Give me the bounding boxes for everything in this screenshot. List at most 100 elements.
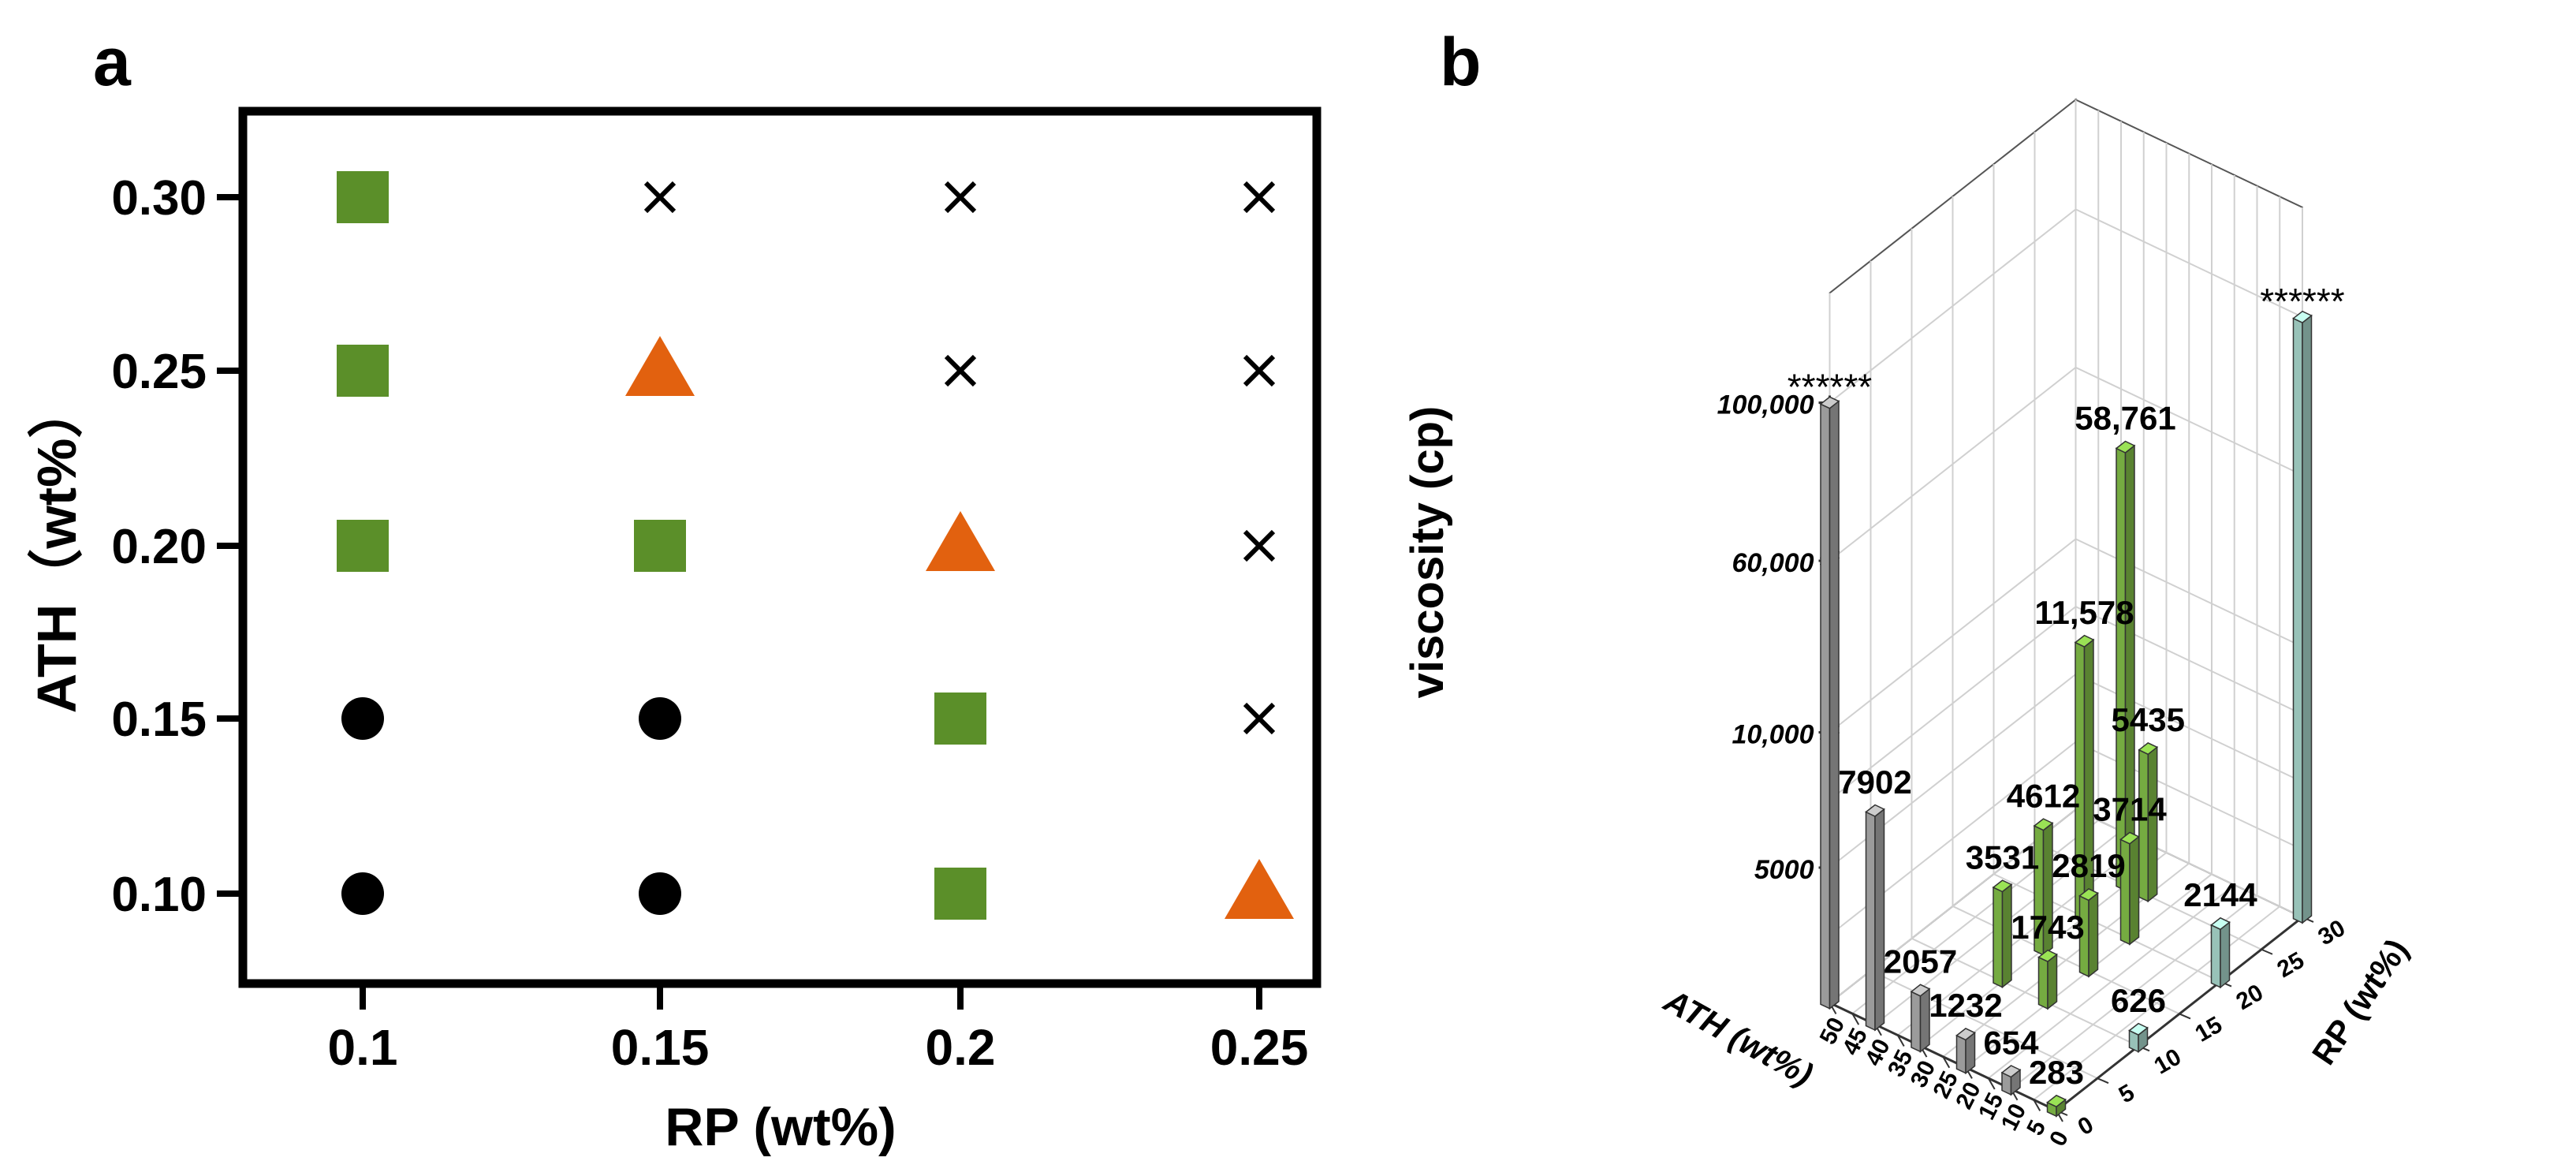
panel-a-x-tick-labels: 0.1 0.15 0.2 0.25	[328, 1019, 1309, 1076]
z-tick-label: 60,000	[1732, 548, 1814, 578]
y-tick-label: 0.25	[111, 345, 207, 399]
gridline	[1829, 606, 2077, 801]
y-tick-label: 30	[2314, 915, 2350, 950]
gridline	[2075, 208, 2303, 318]
gridline	[2075, 606, 2303, 715]
point-square	[337, 171, 389, 223]
point-cross	[1243, 702, 1276, 735]
x-tick-label: 0.1	[328, 1019, 398, 1076]
bar-data-label: 3714	[2093, 791, 2167, 828]
bar-cyan	[2210, 917, 2231, 989]
gridline	[1911, 937, 2139, 1047]
bar-green	[2046, 1094, 2067, 1118]
x-tick	[2033, 1099, 2041, 1111]
point-square	[934, 693, 986, 745]
gridline	[2075, 808, 2303, 918]
y-tick-label: 25	[2273, 947, 2309, 983]
gridline	[2075, 538, 2303, 648]
panel-b-data-labels: 58,761 ****** 11,578 5435 4612 7902 3531 3714 28…	[1788, 281, 2345, 1091]
gridline	[1829, 367, 2077, 562]
point-circle	[341, 872, 384, 915]
bar-data-label: 1232	[1929, 987, 2002, 1024]
y-tick-label: 20	[2232, 980, 2268, 1015]
x-tick-label: 0.15	[611, 1019, 710, 1076]
x-tick-label: 0.2	[926, 1019, 996, 1076]
bar-gray	[1910, 984, 1931, 1053]
point-cross	[643, 181, 677, 214]
y-tick-label: 0.15	[111, 693, 207, 747]
panel-a-plot-frame	[238, 106, 1322, 988]
panel-b-y-axis-title: RP (wt%)	[2305, 932, 2415, 1072]
point-triangle	[1225, 859, 1294, 919]
bar-data-label: 1743	[2011, 909, 2084, 946]
z-tick-label: 10,000	[1732, 720, 1814, 750]
gridline	[1952, 905, 2180, 1015]
point-triangle	[625, 336, 695, 396]
bar-cyan	[2292, 310, 2313, 924]
y-tick	[2179, 1013, 2191, 1020]
point-cross	[944, 354, 977, 387]
panel-b-label-letter: b	[1440, 24, 1482, 100]
point-cross	[944, 181, 977, 214]
x-tick	[1942, 1056, 1951, 1069]
bar-data-label: 11,578	[2034, 594, 2134, 631]
bar-data-label: 4612	[2007, 777, 2080, 814]
bar-gray	[1819, 396, 1840, 1010]
bar-data-label: 7902	[1838, 763, 1911, 801]
panel-a-points	[337, 171, 1294, 920]
bar-data-label: 626	[2111, 982, 2166, 1019]
y-tick	[2097, 1077, 2109, 1085]
y-tick-label: 15	[2191, 1012, 2227, 1047]
point-square	[337, 520, 389, 572]
y-tick-label: 0.10	[111, 868, 207, 922]
point-square	[337, 345, 389, 397]
bar-data-label: 654	[1983, 1024, 2039, 1061]
gridline	[1829, 538, 2077, 734]
y-tick	[2261, 948, 2273, 955]
bar-gray	[1865, 804, 1885, 1032]
bar-green	[2037, 949, 2058, 1010]
bar-data-label: 2057	[1884, 943, 1957, 980]
gridline	[1993, 873, 2221, 983]
point-cross	[1243, 354, 1276, 387]
bar-data-label: 2819	[2052, 847, 2125, 884]
bar-cyan	[2128, 1022, 2149, 1054]
panel-b-x-axis-title: ATH (wt%)	[1657, 981, 1819, 1093]
panel-b-3d-bar-chart: 3d-bar b 58,761******11,5785435461279023…	[1402, 24, 2415, 1151]
panel-a-y-tick-labels: 0.10 0.15 0.20 0.25 0.30	[111, 171, 207, 922]
bar-data-label: 283	[2029, 1054, 2084, 1091]
bar-data-label: 58,761	[2075, 400, 2175, 437]
bar-data-label: 2144	[2183, 876, 2257, 913]
bar-green	[1992, 879, 2013, 989]
point-cross	[1243, 529, 1276, 562]
gridline	[1870, 969, 2098, 1080]
panel-a-x-ticks	[360, 987, 1262, 1010]
point-circle	[639, 872, 681, 915]
bar-data-label: ******	[2260, 281, 2345, 322]
bar-data-label: 3531	[1966, 838, 2039, 875]
panel-a-y-ticks	[217, 194, 239, 897]
panel-a-x-axis-title: RP (wt%)	[665, 1097, 896, 1157]
point-circle	[341, 697, 384, 740]
z-tick-label: 5000	[1754, 855, 1814, 885]
gridline	[2075, 741, 2303, 851]
bar-green	[2074, 634, 2095, 924]
y-tick-label: 10	[2150, 1043, 2186, 1079]
panel-a-label: a	[93, 24, 132, 100]
y-tick-label: 0	[2074, 1111, 2098, 1141]
bar-gray	[1955, 1028, 1976, 1075]
bar-gray	[2000, 1065, 2022, 1096]
bar-data-label: 5435	[2112, 701, 2185, 738]
y-tick-label: 0.20	[111, 520, 207, 574]
x-tick-label: 0.25	[1210, 1019, 1309, 1076]
point-cross	[1243, 181, 1276, 214]
bar-green	[2078, 888, 2099, 978]
x-tick	[1851, 1013, 1860, 1025]
panel-b-z-axis-title: viscosity (cp)	[1402, 406, 1453, 699]
x-tick	[1896, 1034, 1905, 1047]
gridline	[1829, 208, 2077, 404]
y-tick-label: 0.30	[111, 171, 207, 226]
z-tick-label: 100,000	[1717, 390, 1814, 420]
panel-a-scatter-chart: a 0.1 0.15 0.2 0.25 0.10 0.15 0.20 0.25 0.30 RP…	[26, 24, 1322, 1157]
